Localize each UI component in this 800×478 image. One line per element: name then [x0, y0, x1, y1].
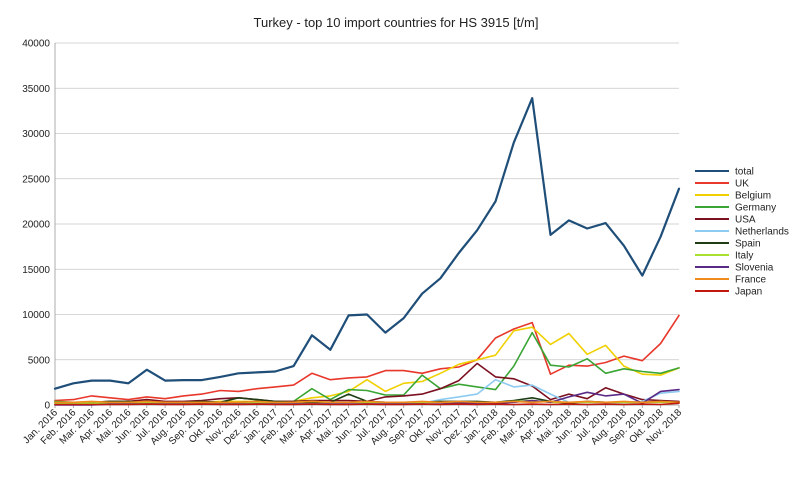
series-line-japan	[54, 402, 680, 406]
y-tick-label: 40000	[22, 39, 50, 50]
legend-label: Belgium	[735, 191, 771, 202]
legend-label: Italy	[735, 251, 753, 262]
legend-label: Japan	[735, 287, 762, 298]
legend-label: total	[735, 167, 754, 178]
y-tick-label: 30000	[22, 129, 50, 140]
y-tick-label: 25000	[22, 174, 50, 185]
chart-title: Turkey - top 10 import countries for HS …	[254, 15, 539, 30]
legend-label: Germany	[735, 203, 776, 214]
y-tick-label: 15000	[22, 265, 50, 276]
y-tick-label: 10000	[22, 310, 50, 321]
y-tick-label: 0	[44, 401, 50, 412]
series-line-france	[54, 400, 680, 404]
legend-label: USA	[735, 215, 756, 226]
y-tick-label: 5000	[28, 355, 51, 366]
legend-label: Spain	[735, 239, 761, 250]
series-line-uk	[54, 314, 680, 402]
y-tick-label: 35000	[22, 84, 50, 95]
legend-label: UK	[735, 179, 749, 190]
series-lines	[53, 97, 681, 406]
legend-label: France	[735, 275, 767, 286]
legend-label: Slovenia	[735, 263, 774, 274]
grid-lines	[55, 42, 679, 406]
legend: totalUKBelgiumGermanyUSANetherlandsSpain…	[695, 167, 789, 298]
y-tick-label: 20000	[22, 220, 50, 231]
legend-label: Netherlands	[735, 227, 789, 238]
series-line-total	[53, 97, 681, 390]
